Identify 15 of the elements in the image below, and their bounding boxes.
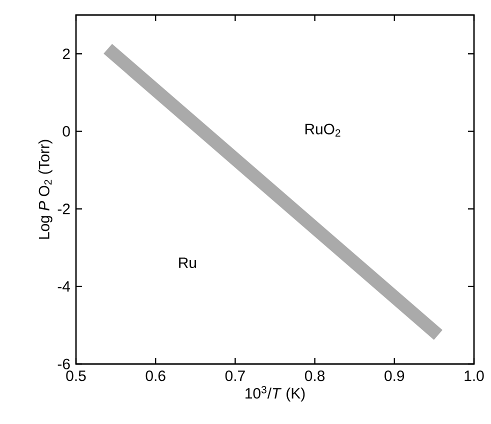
y-tick-label: -4: [58, 281, 70, 292]
x-tick-label: 0.6: [146, 370, 166, 382]
y-tick-label: 0: [62, 126, 70, 137]
y-tick-label: -2: [58, 204, 70, 214]
annotation: RuO$_{2}$: [305, 124, 340, 137]
x-tick-label: 0.7: [225, 370, 245, 382]
y-axis-title: Log P O$_{2}$ (Torr): [38, 140, 52, 239]
annotation: Ru: [179, 258, 196, 268]
y-tick-label: -6: [58, 358, 70, 370]
x-tick-label: 0.8: [304, 370, 325, 382]
y-tick-label: 2: [62, 48, 70, 59]
x-tick-label: 0.5: [66, 370, 86, 382]
x-tick-label: 1.0: [464, 370, 484, 382]
x-tick-label: 0.9: [384, 370, 404, 382]
x-axis-title: 10$^{3}$/T (K): [246, 386, 305, 402]
